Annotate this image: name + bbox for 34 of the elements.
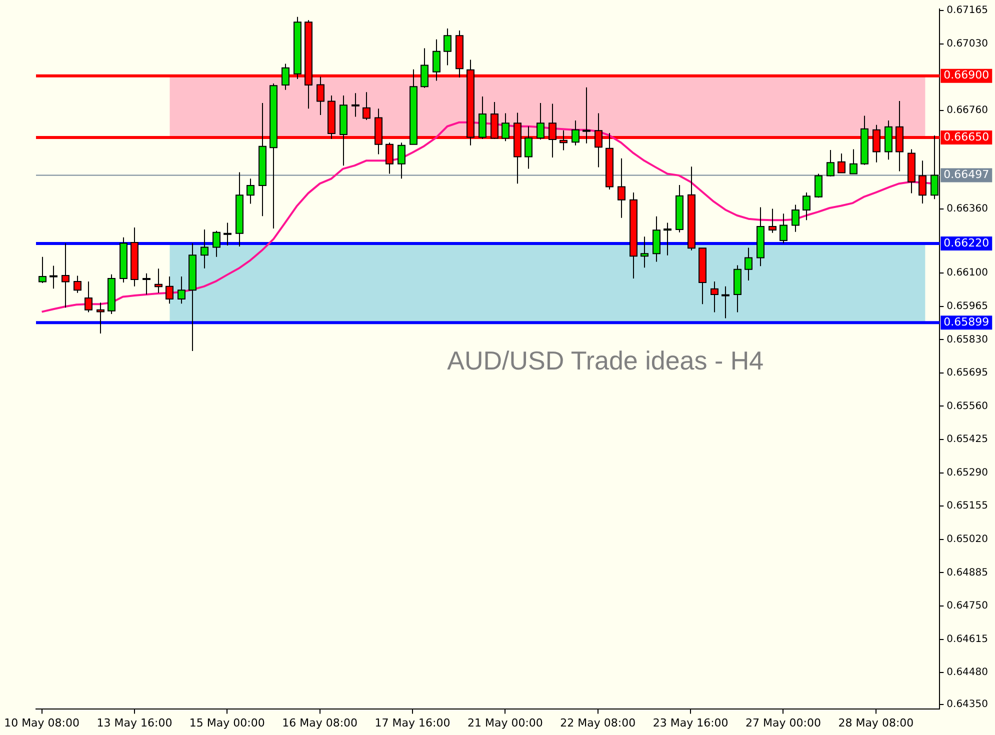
y-tick-label: 0.65695 [946, 368, 988, 379]
ref-line-label: 0.66650 [944, 130, 990, 144]
x-tick-label: 28 May 08:00 [838, 716, 914, 730]
y-tick-label: 0.65020 [946, 534, 988, 545]
x-tick-label: 16 May 08:00 [282, 716, 358, 730]
y-tick-label: 0.65560 [946, 400, 988, 412]
x-tick-label: 23 May 16:00 [652, 716, 728, 730]
y-tick-label: 0.66360 [946, 204, 988, 215]
y-tick-label: 0.64480 [946, 667, 988, 678]
x-tick-label: 22 May 08:00 [560, 716, 636, 730]
y-tick-label: 0.65830 [946, 334, 988, 346]
y-tick-label: 0.65425 [946, 434, 988, 446]
ref-line-label: 0.65899 [944, 316, 990, 329]
y-tick-label: 0.67165 [946, 5, 988, 16]
y-tick-label: 0.66760 [946, 104, 988, 116]
ref-line-label: 0.66900 [944, 68, 990, 82]
x-tick-label: 21 May 00:00 [467, 716, 543, 730]
y-tick-label: 0.64615 [946, 634, 988, 645]
x-tick-label: 17 May 16:00 [374, 716, 450, 730]
y-tick-label: 0.66100 [946, 268, 988, 279]
y-tick-label: 0.64750 [946, 600, 988, 612]
ref-line-label: 0.66220 [944, 236, 990, 250]
ref-line-label: 0.66497 [944, 168, 990, 182]
x-tick-label: 27 May 00:00 [746, 716, 821, 730]
y-tick-label: 0.65155 [946, 500, 988, 512]
y-tick-label: 0.65290 [946, 467, 988, 478]
y-tick-label: 0.64885 [946, 567, 988, 578]
y-tick-label: 0.65965 [946, 300, 988, 312]
x-tick-label: 15 May 00:00 [189, 716, 265, 730]
text: AUD/USD Trade ideas - H4 [447, 346, 764, 376]
x-tick-label: 10 May 08:00 [4, 716, 80, 730]
y-tick-label: 0.67030 [946, 38, 988, 50]
x-tick-label: 13 May 16:00 [96, 716, 172, 730]
y-tick-label: 0.64350 [946, 699, 988, 710]
